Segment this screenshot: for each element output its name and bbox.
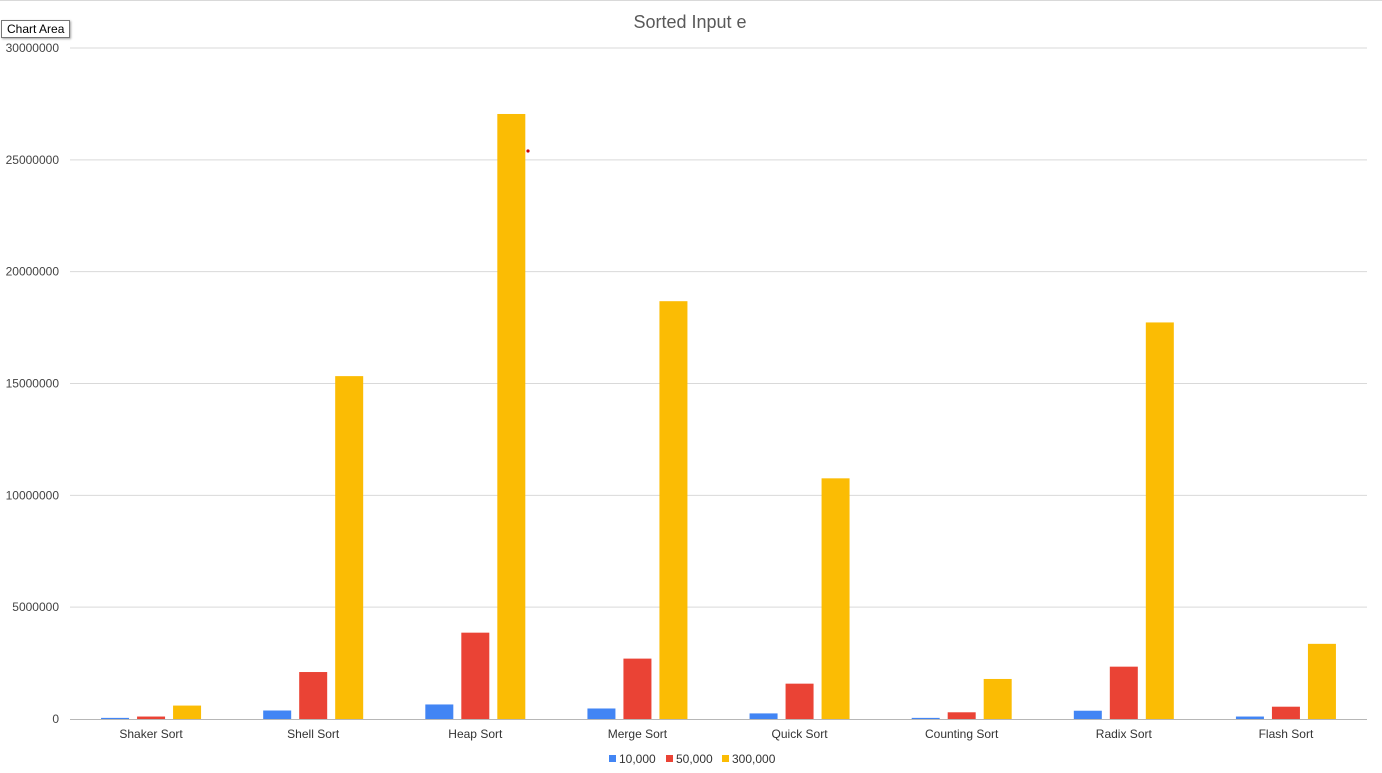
marker-dot bbox=[526, 149, 530, 153]
legend-label: 50,000 bbox=[676, 752, 713, 766]
bar-merge-sort-300-000[interactable] bbox=[659, 301, 688, 719]
chart-title: Sorted Input e bbox=[633, 12, 746, 32]
legend-item-300-000[interactable]: 300,000 bbox=[722, 752, 776, 766]
x-tick-label: Counting Sort bbox=[925, 727, 999, 741]
bar-quick-sort-50-000[interactable] bbox=[785, 683, 814, 719]
bar-quick-sort-10-000[interactable] bbox=[749, 713, 778, 719]
y-tick-label: 5000000 bbox=[12, 600, 59, 614]
bar-shaker-sort-50-000[interactable] bbox=[137, 716, 166, 719]
bar-heap-sort-50-000[interactable] bbox=[461, 632, 490, 719]
top-border bbox=[0, 0, 1382, 1]
y-tick-label: 10000000 bbox=[6, 488, 60, 502]
x-axis: Shaker Sort Shell Sort Heap Sort Merge Sort… bbox=[119, 727, 1314, 741]
legend-swatch bbox=[609, 755, 616, 762]
bar-merge-sort-50-000[interactable] bbox=[623, 658, 652, 719]
bar-shell-sort-10-000[interactable] bbox=[263, 710, 292, 719]
bar-shaker-sort-10-000[interactable] bbox=[101, 717, 130, 719]
legend[interactable]: 10,000 50,000 300,000 bbox=[609, 752, 776, 766]
bar-shell-sort-50-000[interactable] bbox=[299, 672, 328, 719]
x-tick-label: Radix Sort bbox=[1096, 727, 1153, 741]
bar-radix-sort-50-000[interactable] bbox=[1109, 666, 1138, 719]
x-tick-label: Quick Sort bbox=[772, 727, 829, 741]
y-tick-label: 15000000 bbox=[6, 377, 60, 391]
bar-heap-sort-300-000[interactable] bbox=[497, 113, 526, 719]
x-tick-label: Heap Sort bbox=[448, 727, 503, 741]
bar-merge-sort-10-000[interactable] bbox=[587, 708, 616, 719]
bar-shell-sort-300-000[interactable] bbox=[335, 376, 364, 719]
y-tick-label: 30000000 bbox=[6, 41, 60, 55]
y-tick-label: 0 bbox=[52, 712, 59, 726]
bar-counting-sort-50-000[interactable] bbox=[947, 712, 976, 719]
x-tick-label: Shell Sort bbox=[287, 727, 340, 741]
legend-item-10-000[interactable]: 10,000 bbox=[609, 752, 656, 766]
legend-item-50-000[interactable]: 50,000 bbox=[666, 752, 713, 766]
legend-label: 300,000 bbox=[732, 752, 776, 766]
bar-radix-sort-300-000[interactable] bbox=[1145, 322, 1174, 719]
y-axis: 0 5000000 10000000 15000000 20000000 25000000… bbox=[6, 41, 60, 726]
x-tick-label: Merge Sort bbox=[608, 727, 668, 741]
bar-quick-sort-300-000[interactable] bbox=[821, 478, 850, 719]
bar-flash-sort-50-000[interactable] bbox=[1271, 706, 1300, 719]
bar-flash-sort-300-000[interactable] bbox=[1307, 643, 1336, 719]
legend-swatch bbox=[666, 755, 673, 762]
x-tick-label: Shaker Sort bbox=[119, 727, 183, 741]
x-tick-label: Flash Sort bbox=[1259, 727, 1314, 741]
bar-flash-sort-10-000[interactable] bbox=[1235, 716, 1264, 719]
bars[interactable] bbox=[101, 113, 1336, 719]
legend-label: 10,000 bbox=[619, 752, 656, 766]
y-tick-label: 20000000 bbox=[6, 265, 60, 279]
bar-shaker-sort-300-000[interactable] bbox=[173, 705, 202, 719]
bar-counting-sort-300-000[interactable] bbox=[983, 678, 1012, 719]
chart-area-tooltip: Chart Area bbox=[1, 20, 71, 38]
bar-radix-sort-10-000[interactable] bbox=[1073, 710, 1102, 719]
bar-counting-sort-10-000[interactable] bbox=[911, 717, 940, 719]
y-tick-label: 25000000 bbox=[6, 153, 60, 167]
bar-heap-sort-10-000[interactable] bbox=[425, 704, 454, 719]
legend-swatch bbox=[722, 755, 729, 762]
